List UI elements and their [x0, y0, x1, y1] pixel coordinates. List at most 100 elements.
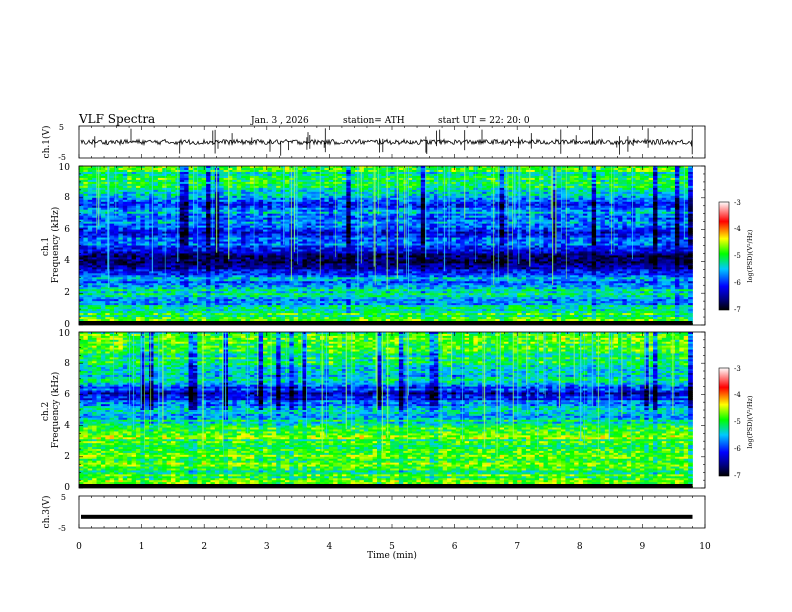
spectrogram-cell — [525, 229, 531, 232]
spectrogram-cell — [109, 211, 115, 215]
spectrogram-cell — [83, 171, 89, 175]
spectrogram-cell — [206, 233, 211, 236]
spectrogram-cell — [416, 223, 422, 227]
spectrogram-cell — [683, 177, 689, 181]
spectrogram-cell — [284, 213, 290, 217]
spectrogram-cell — [499, 175, 505, 179]
spectrogram-cell — [530, 169, 536, 173]
spectrogram-cell — [653, 233, 658, 236]
spectrogram-cell — [587, 227, 593, 230]
spectrogram-cell — [92, 225, 97, 229]
spectrogram-cell — [626, 223, 632, 227]
spectrogram-cell — [561, 177, 566, 181]
spectrogram-cell — [666, 207, 671, 211]
spectrogram-cell — [341, 209, 347, 213]
spectrogram-cell — [425, 187, 430, 191]
spectrogram-cell — [284, 187, 290, 191]
spectrogram-cell — [534, 227, 540, 230]
spectrogram-cell — [350, 195, 356, 199]
spectrogram-cell — [232, 189, 238, 193]
spectrogram-cell — [626, 173, 632, 177]
spectrogram-cell — [157, 205, 163, 209]
spectrogram-cell — [648, 169, 654, 173]
spectrogram-cell — [179, 173, 185, 177]
spectrogram-cell — [249, 201, 255, 205]
spectrogram-cell — [639, 233, 645, 236]
spectrogram-cell — [653, 193, 658, 197]
spectrogram-cell — [390, 229, 395, 232]
spectrogram-cell — [162, 213, 168, 217]
spectrogram-cell — [679, 213, 685, 217]
spectrogram-cell — [679, 189, 685, 193]
spectrogram-cell — [525, 195, 531, 199]
spectrogram-cell — [118, 175, 124, 179]
spectrogram-cell — [188, 181, 194, 185]
spectrogram-cell — [140, 213, 146, 217]
spectrogram-cell — [403, 195, 409, 199]
spectrogram-cell — [648, 179, 654, 183]
spectrogram-cell — [346, 221, 352, 225]
spectrogram-cell — [346, 197, 352, 201]
spectrogram-cell — [166, 187, 172, 191]
spectrogram-cell — [683, 217, 689, 221]
spectrogram-cell — [407, 203, 413, 207]
spectrogram-cell — [556, 223, 562, 227]
spectrogram-cell — [547, 205, 553, 209]
spectrogram-cell — [534, 207, 540, 211]
spectrogram-cell — [653, 231, 658, 234]
spectrogram-cell — [552, 211, 558, 215]
spectrogram-cell — [100, 231, 106, 234]
spectrogram-cell — [376, 193, 382, 197]
spectrogram-cell — [267, 211, 273, 215]
spectrogram-cell — [657, 175, 663, 179]
spectrogram-cell — [192, 181, 198, 185]
spectrogram-cell — [236, 231, 242, 234]
spectrogram-cell — [455, 217, 461, 221]
spectrogram-cell — [657, 171, 663, 175]
spectrogram-cell — [639, 219, 645, 223]
spectrogram-cell — [486, 197, 492, 201]
spectrogram-cell — [604, 191, 610, 195]
spectrogram-cell — [127, 225, 132, 229]
spectrogram-cell — [79, 219, 84, 223]
spectrogram-cell — [184, 235, 189, 238]
spectrogram-cell — [578, 209, 584, 213]
spectrogram-cell — [508, 229, 514, 232]
spectrogram-cell — [617, 181, 623, 185]
spectrogram-cell — [683, 189, 689, 193]
spectrogram-cell — [412, 221, 417, 225]
spectrogram-cell — [403, 233, 409, 236]
spectrogram-cell — [425, 205, 430, 209]
spectrogram-cell — [631, 183, 636, 187]
spectrogram-cell — [140, 221, 146, 225]
spectrogram-cell — [359, 225, 365, 229]
spectrogram-cell — [162, 229, 168, 232]
spectrogram-cell — [648, 209, 654, 213]
spectrogram-cell — [569, 227, 575, 230]
spectrogram-cell — [166, 181, 172, 185]
spectrogram-cell — [390, 179, 395, 183]
spectrogram-cell — [241, 185, 246, 189]
spectrogram-cell — [587, 233, 593, 236]
spectrogram-cell — [87, 213, 93, 217]
spectrogram-cell — [284, 233, 290, 236]
spectrogram-cell — [92, 217, 97, 221]
spectrogram-cell — [249, 227, 255, 230]
spectrogram-cell — [87, 203, 93, 207]
spectrogram-cell — [455, 181, 461, 185]
spectrogram-cell — [127, 233, 132, 236]
spectrogram-cell — [648, 201, 654, 205]
spectrogram-cell — [482, 211, 487, 215]
spectrogram-cell — [179, 223, 185, 227]
spectrogram-cell — [385, 167, 391, 171]
spectrogram-cell — [613, 181, 619, 185]
spectrogram-cell — [569, 187, 575, 191]
spectrogram-cell — [429, 199, 435, 203]
spectrogram-cell — [398, 213, 404, 217]
spectrogram-cell — [201, 189, 207, 193]
spectrogram-cell — [582, 197, 588, 201]
spectrogram-cell — [254, 221, 260, 225]
spectrogram-cell — [324, 201, 330, 205]
spectrogram-cell — [328, 167, 334, 171]
spectrogram-cell — [280, 229, 286, 232]
